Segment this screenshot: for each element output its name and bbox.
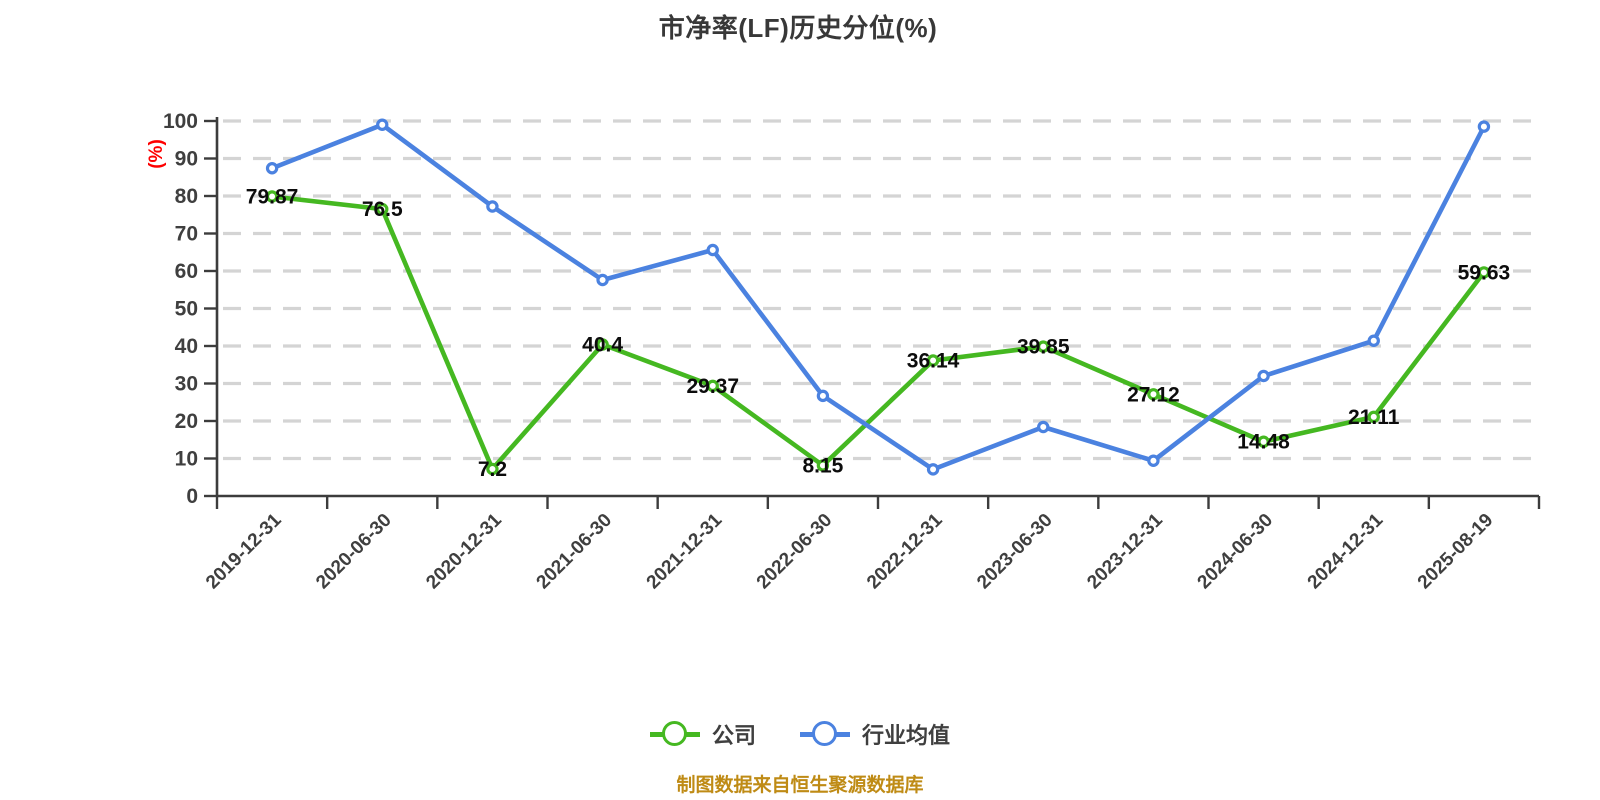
x-axis-tick-label: 2020-06-30 (312, 510, 396, 594)
data-label: 29.37 (686, 375, 739, 398)
data-point-0 (1367, 410, 1380, 424)
legend: 公司 行业均值 (0, 718, 1600, 750)
y-axis-tick-label: 10 (175, 448, 198, 471)
legend-item-industry-average[interactable]: 行业均值 (800, 718, 950, 750)
data-point-0 (376, 202, 389, 216)
chart-title: 市净率(LF)历史分位(%) (658, 13, 938, 43)
data-label: 36.14 (907, 349, 960, 372)
x-axis-tick-label: 2020-12-31 (422, 509, 506, 593)
y-axis-tick-label: 60 (175, 260, 198, 283)
data-label: 7.2 (478, 458, 507, 481)
data-point-1 (1477, 120, 1491, 133)
x-axis-tick-label: 2022-12-31 (863, 509, 947, 593)
x-axis-tick-label: 2019-12-31 (202, 509, 286, 593)
data-label: 39.85 (1017, 336, 1070, 359)
data-point-1 (1147, 454, 1160, 467)
y-axis-tick-label: 30 (175, 373, 198, 396)
y-axis-tick-label: 90 (175, 148, 198, 171)
data-label: 21.11 (1348, 406, 1400, 429)
legend-label-industry-average: 行业均值 (862, 723, 951, 748)
y-axis-tick-label: 40 (175, 335, 198, 358)
y-axis-tick-label: 0 (186, 485, 198, 508)
data-point-1 (926, 463, 940, 476)
data-point-1 (706, 243, 719, 257)
data-label: 8.15 (802, 454, 843, 477)
x-axis-tick-label: 2021-06-30 (533, 510, 617, 594)
x-axis-tick-label: 2023-12-31 (1083, 509, 1167, 593)
data-point-1 (376, 118, 389, 131)
source-note: 制图数据来自恒生聚源数据库 (676, 775, 924, 796)
data-point-1 (1037, 420, 1050, 434)
x-axis-tick-label: 2021-12-31 (643, 509, 727, 593)
x-axis-tick-label: 2025-08-19 (1414, 510, 1498, 594)
y-axis-tick-label: 80 (175, 185, 198, 208)
data-label: 79.87 (246, 185, 299, 208)
data-point-0 (1037, 340, 1050, 353)
data-point-0 (486, 462, 499, 476)
data-point-0 (596, 338, 609, 351)
data-point-1 (1367, 334, 1380, 347)
x-axis-tick-label: 2022-06-30 (753, 510, 837, 594)
legend-item-company[interactable]: 公司 (649, 718, 756, 750)
data-label: 40.4 (582, 334, 623, 357)
y-axis-tick-label: 50 (175, 298, 198, 321)
data-point-1 (1257, 369, 1270, 383)
data-point-1 (486, 200, 499, 213)
x-axis-tick-label: 2024-06-30 (1194, 510, 1278, 594)
data-label: 27.12 (1127, 383, 1180, 406)
data-point-0 (1477, 266, 1491, 279)
data-point-1 (816, 389, 830, 403)
x-axis-tick-label: 2023-06-30 (973, 510, 1057, 594)
data-point-0 (1147, 388, 1160, 401)
data-point-0 (816, 459, 830, 472)
data-point-1 (596, 273, 609, 287)
y-axis-tick-label: 20 (175, 410, 198, 433)
industry-average-series-marker-icon (800, 721, 850, 746)
company-series-marker-icon (649, 721, 700, 746)
y-axis-tick-label: 100 (163, 110, 198, 133)
data-point-0 (926, 354, 940, 367)
data-point-1 (265, 162, 279, 175)
data-label: 59.63 (1458, 261, 1511, 284)
series-line-1 (269, 122, 1487, 472)
data-point-0 (265, 190, 279, 203)
data-point-0 (1257, 435, 1270, 448)
x-axis-tick-label: 2024-12-31 (1304, 509, 1388, 593)
data-point-0 (706, 379, 719, 393)
legend-label-company: 公司 (711, 723, 756, 748)
data-label: 76.5 (362, 198, 403, 221)
data-label: 14.48 (1237, 431, 1290, 454)
series-line-0 (269, 194, 1487, 472)
y-axis-tick-label: 70 (175, 223, 198, 246)
